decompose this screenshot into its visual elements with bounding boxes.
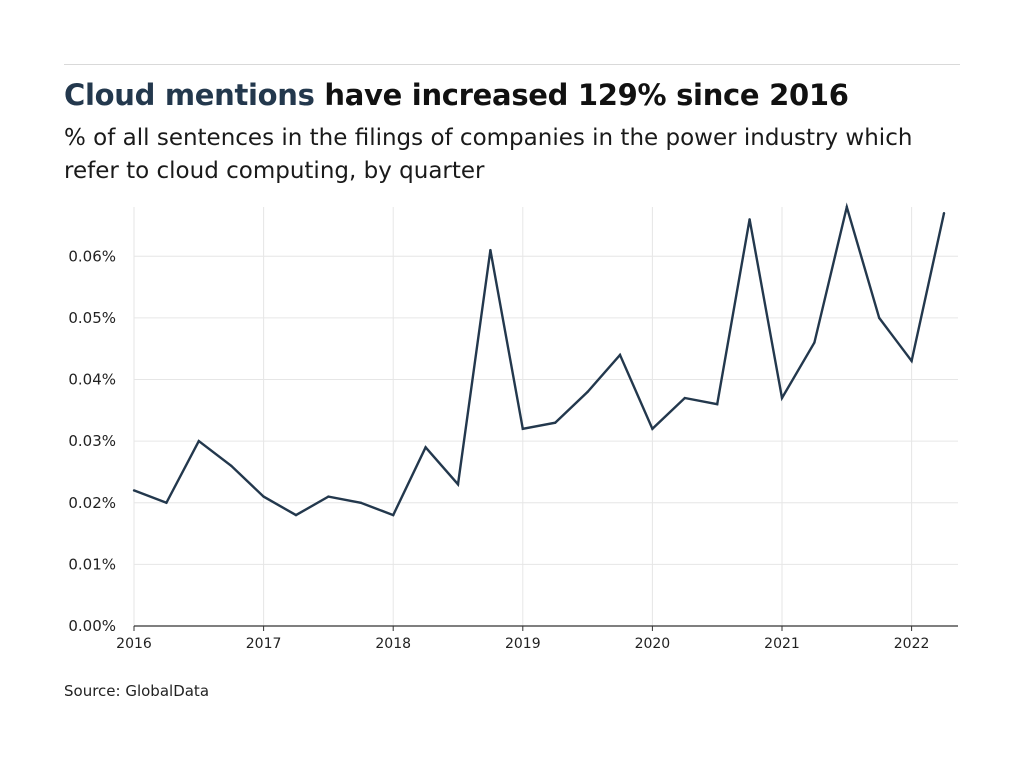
series-line — [133, 202, 946, 517]
x-tick-label: 2016 — [116, 636, 152, 652]
data-point — [521, 427, 524, 431]
data-point — [683, 396, 686, 400]
data-point — [197, 439, 200, 443]
data-point — [327, 495, 330, 498]
x-tick-label: 2017 — [246, 636, 282, 652]
data-point — [878, 316, 881, 320]
axes — [133, 625, 958, 631]
data-point — [132, 489, 136, 492]
x-tick-label: 2022 — [894, 636, 930, 652]
y-tick-label: 0.04% — [68, 371, 116, 389]
top-divider — [64, 64, 960, 65]
data-point — [651, 427, 654, 431]
data-point — [456, 483, 460, 486]
y-tick-labels: 0.00% 0.01% 0.02% 0.03% 0.04% 0.05% 0.06% — [68, 247, 116, 635]
data-point — [780, 396, 784, 400]
data-point — [910, 359, 913, 363]
data-point — [359, 501, 362, 504]
data-point — [424, 446, 427, 449]
title-highlight: Cloud mentions — [64, 78, 315, 112]
data-point — [392, 513, 395, 517]
chart-title: Cloud mentions have increased 129% since… — [64, 78, 849, 112]
data-point — [554, 421, 557, 424]
data-point — [813, 341, 816, 344]
x-tick-labels: 2016 2017 2018 2019 2020 2021 2022 — [116, 636, 929, 652]
data-point — [262, 495, 265, 498]
y-tick-label: 0.00% — [68, 617, 116, 635]
data-point — [586, 390, 589, 394]
grid-lines — [133, 207, 958, 626]
data-point — [716, 402, 719, 406]
y-tick-label: 0.03% — [68, 432, 116, 450]
data-point — [618, 353, 622, 357]
chart-subtitle: % of all sentences in the filings of com… — [64, 125, 913, 184]
data-point — [942, 211, 946, 215]
data-point — [230, 464, 233, 467]
data-point — [294, 513, 298, 517]
data-point — [489, 248, 492, 252]
y-tick-label: 0.02% — [68, 494, 116, 512]
x-tick-label: 2020 — [635, 636, 671, 652]
y-tick-label: 0.06% — [68, 247, 116, 265]
series-layer — [132, 202, 946, 517]
source-note: Source: GlobalData — [64, 682, 210, 700]
title-rest: have increased 129% since 2016 — [314, 78, 849, 112]
data-point — [165, 501, 168, 504]
x-tick-label: 2021 — [764, 636, 800, 652]
y-tick-label: 0.01% — [68, 555, 116, 573]
data-point — [748, 218, 751, 221]
x-tick-label: 2019 — [505, 636, 541, 652]
y-tick-label: 0.05% — [68, 309, 116, 327]
data-point — [845, 205, 848, 209]
x-tick-label: 2018 — [375, 636, 411, 652]
